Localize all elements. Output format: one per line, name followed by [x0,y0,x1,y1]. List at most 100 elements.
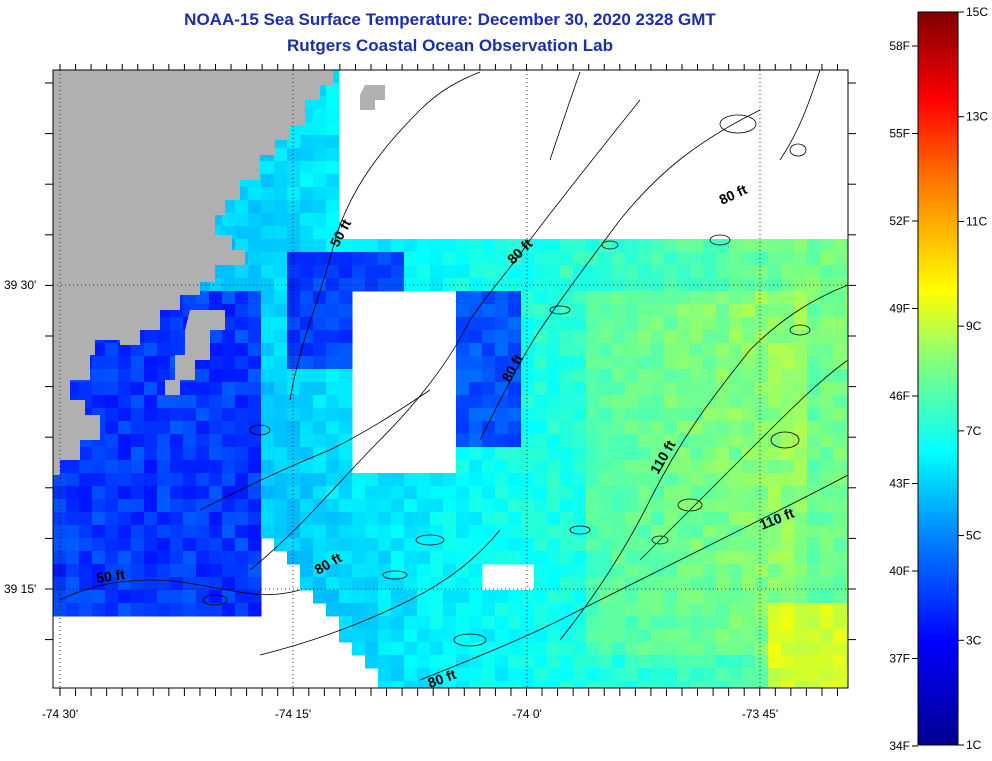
sst-cell [469,382,483,396]
sst-cell [352,629,366,643]
sst-cell [248,447,262,461]
sst-cell [807,369,821,383]
sst-cell [573,473,587,487]
sst-cell [300,213,314,227]
sst-cell [131,291,145,305]
sst-cell [625,525,639,539]
sst-cell [144,408,158,422]
sst-cell [274,148,288,162]
sst-cell [209,226,223,240]
sst-cell [508,642,522,656]
sst-cell [105,369,119,383]
sst-cell [131,590,145,604]
sst-cell [66,421,80,435]
sst-cell [378,655,392,669]
sst-cell [365,564,379,578]
sst-cell [664,499,678,513]
sst-cell [287,512,301,526]
sst-cell [53,421,67,435]
sst-cell [820,538,834,552]
sst-cell [547,499,561,513]
sst-cell [820,356,834,370]
celsius-label: 3C [966,633,982,647]
sst-cell [469,304,483,318]
sst-cell [339,343,353,357]
sst-cell [781,577,795,591]
sst-cell [118,174,132,188]
sst-cell [183,473,197,487]
sst-cell [651,499,665,513]
sst-cell [768,512,782,526]
sst-cell [794,317,808,331]
sst-cell [300,525,314,539]
sst-cell [729,655,743,669]
sst-cell [352,616,366,630]
sst-cell [313,304,327,318]
sst-cell [599,356,613,370]
sst-cell [586,655,600,669]
sst-cell [352,564,366,578]
sst-cell [417,551,431,565]
sst-cell [508,369,522,383]
sst-cell [820,317,834,331]
sst-cell [183,278,197,292]
sst-cell [729,473,743,487]
sst-cell [118,226,132,240]
sst-cell [625,447,639,461]
sst-cell [755,369,769,383]
sst-cell [92,525,106,539]
sst-cell [417,278,431,292]
sst-cell [547,460,561,474]
sst-cell [183,135,197,149]
sst-cell [105,447,119,461]
sst-cell [157,382,171,396]
sst-cell [651,369,665,383]
sst-cell [287,291,301,305]
sst-cell [495,304,509,318]
sst-cell [209,148,223,162]
sst-cell [547,486,561,500]
sst-cell [118,421,132,435]
sst-cell [196,356,210,370]
sst-cell [287,239,301,253]
sst-cell [287,486,301,500]
sst-cell [131,226,145,240]
sst-cell [313,83,327,97]
sst-cell [690,304,704,318]
sst-cell [820,421,834,435]
sst-cell [573,278,587,292]
sst-cell [326,577,340,591]
sst-cell [677,265,691,279]
sst-cell [638,356,652,370]
sst-cell [781,330,795,344]
sst-cell [820,551,834,565]
sst-cell [482,668,496,682]
celsius-label: 9C [966,319,982,333]
sst-cell [443,278,457,292]
sst-cell [742,265,756,279]
sst-cell [131,356,145,370]
sst-cell [768,317,782,331]
sst-cell [820,408,834,422]
sst-cell [768,577,782,591]
sst-cell [651,447,665,461]
sst-cell [274,317,288,331]
sst-cell [404,590,418,604]
sst-cell [664,330,678,344]
sst-cell [144,421,158,435]
sst-cell [547,382,561,396]
sst-cell [118,395,132,409]
sst-cell [677,421,691,435]
sst-cell [170,369,184,383]
sst-cell [521,343,535,357]
sst-cell [625,590,639,604]
sst-cell [430,668,444,682]
sst-cell [742,343,756,357]
sst-cell [846,486,848,500]
sst-cell [209,473,223,487]
sst-cell [521,278,535,292]
sst-cell [157,499,171,513]
sst-cell [66,460,80,474]
sst-cell [261,278,275,292]
sst-cell [508,356,522,370]
